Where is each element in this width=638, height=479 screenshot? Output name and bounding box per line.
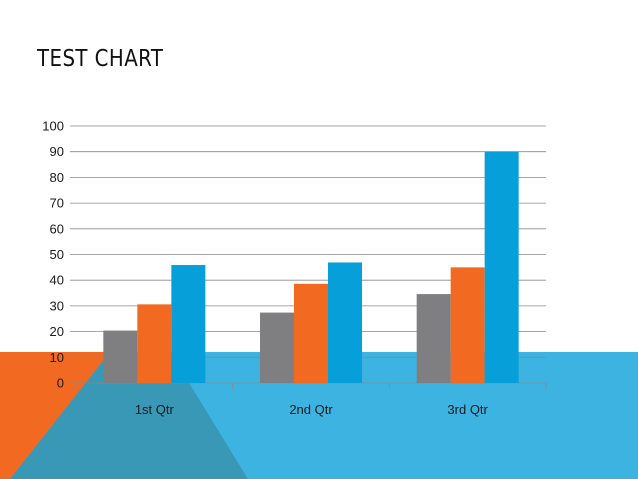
- bar-series-2-2nd-qtr: [294, 283, 328, 383]
- y-tick-label: 40: [50, 273, 64, 288]
- y-tick-label: 100: [42, 119, 64, 134]
- bar-series-1-1st-qtr: [103, 330, 138, 383]
- x-tick-label: 1st Qtr: [135, 402, 175, 417]
- y-tick-label: 20: [50, 324, 64, 339]
- y-tick-label: 0: [57, 376, 64, 391]
- orange-triangle-shape: [0, 352, 110, 479]
- x-tick-label: 3rd Qtr: [447, 402, 488, 417]
- y-tick-label: 30: [50, 298, 64, 313]
- bar-series-3-2nd-qtr: [328, 262, 362, 383]
- y-tick-label: 90: [50, 144, 64, 159]
- bar-series-3-1st-qtr: [171, 265, 206, 383]
- slide-title: TEST CHART: [37, 46, 164, 72]
- y-tick-label: 10: [50, 350, 64, 365]
- dark-blue-trapezoid-shape: [10, 352, 248, 479]
- chart: 0 10 20 30 40 50 60 70 80 90 100 1st Qtr 2nd Qtr 3rd …: [42, 119, 547, 417]
- bar-series-3-3rd-qtr: [484, 151, 519, 383]
- y-tick-label: 80: [50, 170, 64, 185]
- bar-series-2-3rd-qtr: [450, 267, 485, 383]
- bar-series-2-1st-qtr: [137, 304, 172, 383]
- y-tick-label: 70: [50, 196, 64, 211]
- bar-series-1-3rd-qtr: [416, 294, 451, 383]
- y-tick-label: 50: [50, 247, 64, 262]
- x-tick-label: 2nd Qtr: [289, 402, 333, 417]
- y-tick-label: 60: [50, 221, 64, 236]
- bar-series-1-2nd-qtr: [260, 312, 294, 383]
